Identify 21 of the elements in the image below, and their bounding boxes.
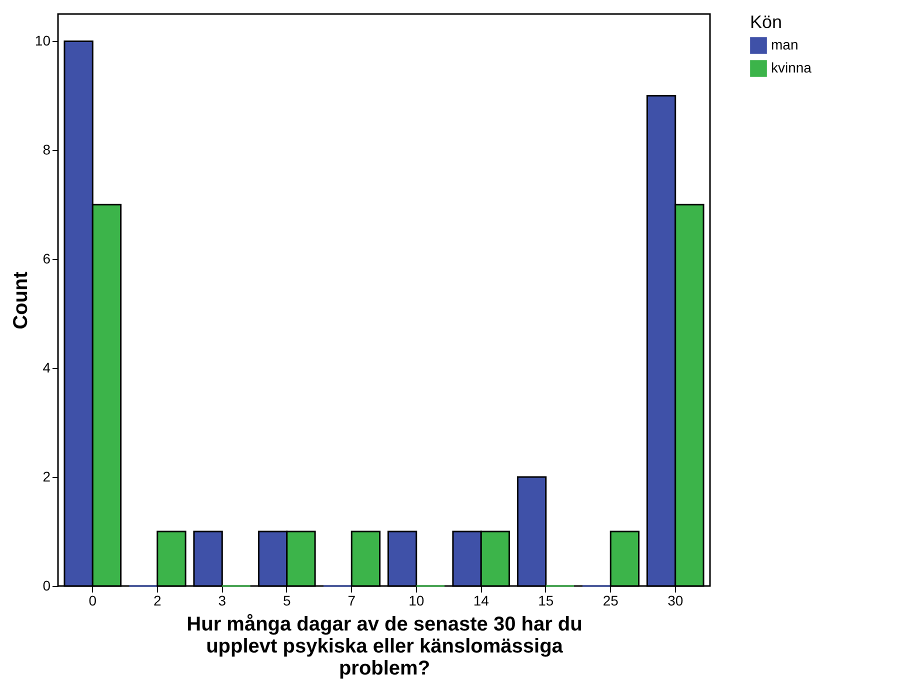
x-tick-label: 3	[218, 592, 226, 608]
x-tick-label: 25	[602, 592, 619, 608]
x-tick-label: 2	[153, 592, 162, 608]
x-tick-label: 10	[408, 592, 424, 608]
y-tick-label: 10	[34, 32, 51, 49]
x-tick-label: 15	[538, 592, 554, 608]
y-tick-label: 0	[42, 578, 51, 594]
y-tick-label: 6	[42, 250, 51, 267]
x-tick-label: 30	[668, 592, 684, 608]
x-tick-label: 0	[88, 592, 97, 608]
y-tick-label: 4	[42, 360, 51, 376]
x-tick-label: 5	[282, 592, 291, 608]
x-tick-label: 7	[348, 592, 356, 608]
legend-label: kvinna	[771, 60, 812, 76]
y-axis-title: Count	[10, 271, 32, 330]
x-axis-title: Hur många dagar av de senaste 30 har du upplevt psykiska eller känslomässiga problem?	[186, 614, 582, 680]
y-tick-label: 2	[42, 468, 51, 485]
y-tick-label: 8	[42, 142, 51, 158]
legend-label: man	[771, 36, 798, 52]
x-tick-label: 14	[473, 592, 490, 608]
legend-title: Kön	[750, 12, 782, 32]
